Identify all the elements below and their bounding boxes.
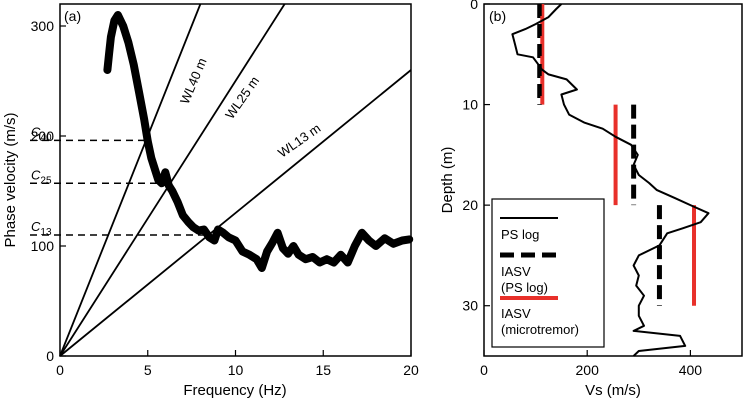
- wl25-label: WL25 m: [222, 73, 262, 121]
- panel-b-y-ticks: 0 10 20 30: [462, 0, 490, 314]
- wavelength-line-13: [59, 69, 412, 357]
- x-tick-label: 10: [228, 362, 244, 378]
- reference-velocity-lines: C40 C25 C13: [30, 124, 209, 238]
- legend-iasv-micro-label-1: IASV: [501, 306, 531, 321]
- x-tick-label: 400: [679, 362, 703, 378]
- x-tick-label: 0: [56, 362, 64, 378]
- legend-iasv-ps-label-1: IASV: [501, 264, 531, 279]
- x-tick-label: 0: [480, 362, 488, 378]
- panel-a-x-title: Frequency (Hz): [183, 382, 286, 399]
- panel-b-label: (b): [489, 8, 506, 24]
- ps-log-profile: [511, 3, 710, 357]
- legend-iasv-micro-label-2: (microtremor): [501, 322, 579, 337]
- y-tick-label: 200: [31, 128, 55, 144]
- dispersion-curve: [103, 11, 414, 272]
- panel-a-y-ticks: 0 100 200 300: [31, 18, 66, 364]
- panel-a-label: (a): [64, 8, 81, 24]
- y-tick-label: 20: [462, 197, 478, 213]
- panel-b-frame: [483, 3, 743, 357]
- panel-b: 0 200 400 0 10 20 30 (b) PS log IASV (PS log)…: [439, 0, 743, 399]
- wavelength-line-40: [59, 3, 202, 357]
- x-tick-label: 20: [403, 362, 419, 378]
- panel-b-y-title: Depth (m): [439, 147, 456, 214]
- panel-b-x-title: Vs (m/s): [585, 382, 641, 399]
- wl13-label: WL13 m: [275, 120, 323, 160]
- wl40-label: WL40 m: [177, 56, 210, 106]
- y-tick-label: 0: [46, 348, 54, 364]
- legend-ps-log-label: PS log: [501, 227, 539, 242]
- panel-a-y-title: Phase velocity (m/s): [2, 112, 19, 247]
- legend-box: [491, 198, 605, 348]
- x-tick-label: 15: [315, 362, 331, 378]
- wavelength-line-25: [59, 3, 286, 357]
- y-tick-label: 0: [470, 0, 478, 12]
- x-tick-label: 200: [576, 362, 600, 378]
- panel-a-x-ticks: 0 5 10 15 20: [56, 350, 419, 378]
- wavelength-lines: [59, 3, 412, 357]
- ref-label-C25: C25: [31, 167, 52, 186]
- panel-b-x-ticks: 0 200 400: [480, 350, 702, 378]
- y-tick-label: 30: [462, 298, 478, 314]
- y-tick-label: 10: [462, 97, 478, 113]
- legend-iasv-ps-label-2: (PS log): [501, 280, 548, 295]
- x-tick-label: 5: [144, 362, 152, 378]
- y-tick-label: 100: [31, 238, 55, 254]
- y-tick-label: 300: [31, 18, 55, 34]
- panel-a: C40 C25 C13 0 5 10 15 20 0 100 200 300 (a) WL40 m…: [2, 3, 419, 399]
- legend: PS log IASV (PS log) IASV (microtremor): [491, 198, 605, 348]
- ref-label-C40: C40: [31, 124, 52, 143]
- ref-label-C13: C13: [31, 219, 52, 238]
